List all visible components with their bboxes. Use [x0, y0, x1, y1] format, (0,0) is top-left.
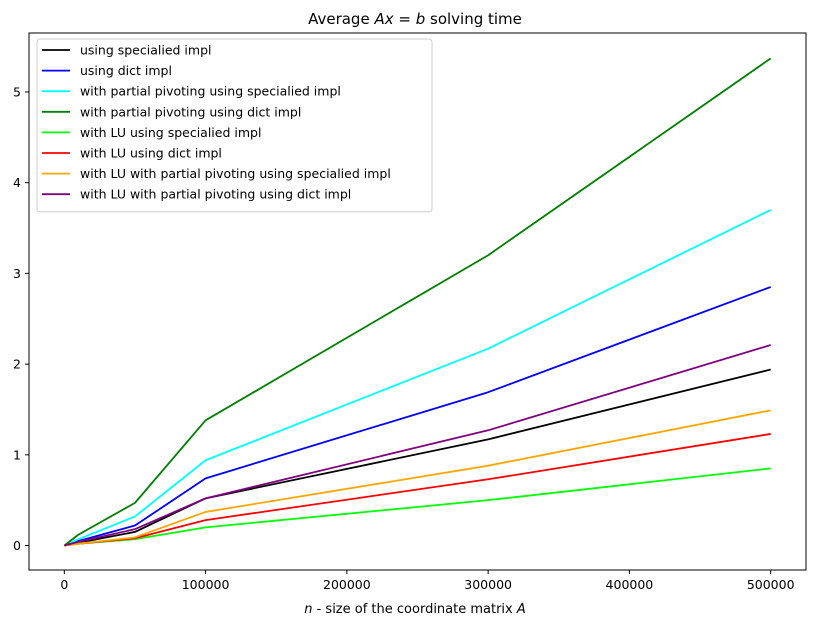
legend-label-6: with LU with partial pivoting using spec…	[80, 166, 391, 181]
plot-frame	[28, 32, 807, 571]
legend: using specialied impl using dict impl with…	[36, 38, 433, 213]
legend-label-0: using specialied impl	[80, 43, 211, 58]
y-tick-label: 3	[13, 266, 21, 281]
legend-label-5: with LU using dict impl	[80, 146, 222, 161]
legend-box	[36, 38, 433, 213]
x-tick-label: 300000	[464, 577, 512, 592]
x-tick-label: 100000	[182, 577, 230, 592]
y-tick-label: 5	[13, 84, 21, 99]
legend-label-1: using dict impl	[80, 63, 172, 78]
y-tick-label: 0	[13, 538, 21, 553]
y-tick-label: 1	[13, 447, 21, 462]
series-line-3	[63, 57, 772, 547]
series-line-6	[64, 409, 771, 547]
x-tick-label: 0	[60, 577, 68, 592]
series-line-2	[63, 209, 772, 547]
xlabel-middle: - size of the coordinate matrix	[312, 602, 516, 617]
title-suffix: solving time	[425, 10, 522, 28]
xlabel-n: n	[304, 602, 312, 617]
x-tick-label: 400000	[606, 577, 654, 592]
xlabel-A: A	[516, 602, 526, 617]
legend-label-2: with partial pivoting using specialied i…	[80, 84, 341, 99]
series-line-7	[64, 344, 771, 547]
y-tick-label: 2	[13, 357, 21, 372]
series-line-0	[64, 368, 771, 547]
axes-layer: 0 100000 200000 300000 400000 500000 0 1 2 3 4 5	[13, 32, 807, 592]
legend-label-4: with LU using specialied impl	[80, 125, 261, 140]
series-line-4	[64, 467, 771, 547]
title-eq-b: b	[416, 10, 426, 28]
title-prefix: Average	[308, 10, 374, 28]
title-eq-a: Ax	[373, 10, 393, 28]
series-line-5	[64, 433, 771, 547]
series-layer	[63, 57, 772, 547]
x-tick-label: 200000	[323, 577, 371, 592]
legend-label-7: with LU with partial pivoting using dict…	[80, 187, 351, 202]
title-eq-mid: =	[394, 10, 416, 28]
legend-label-3: with partial pivoting using dict impl	[80, 104, 301, 119]
chart-title: Average Ax = b solving time	[308, 10, 522, 28]
y-tick-label: 4	[13, 175, 21, 190]
x-tick-label: 500000	[747, 577, 795, 592]
x-axis-label: n - size of the coordinate matrix A	[304, 602, 526, 617]
